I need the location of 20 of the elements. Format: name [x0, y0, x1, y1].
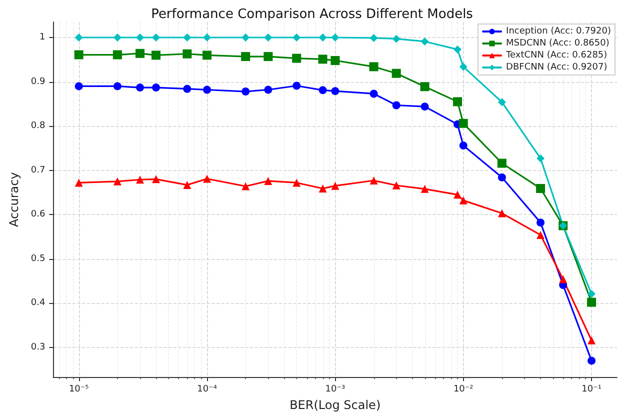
y-tick-label: 0.5	[30, 254, 46, 264]
y-tick-label: 1	[39, 32, 46, 42]
chart-title: Performance Comparison Across Different Models	[151, 7, 474, 22]
y-tick-label: 0.3	[30, 342, 46, 352]
x-axis-title: BER(Log Scale)	[290, 398, 381, 412]
legend-label: DBFCNN (Acc: 0.9207)	[506, 62, 608, 72]
legend-label: MSDCNN (Acc: 0.8650)	[506, 38, 610, 48]
legend-label: TextCNN (Acc: 0.6285)	[505, 50, 608, 60]
x-tick-label: 10⁻⁵	[68, 384, 90, 395]
x-tick-label: 10⁻¹	[582, 384, 602, 395]
y-tick-label: 0.4	[30, 298, 46, 308]
x-tick-label: 10⁻²	[453, 384, 474, 395]
y-tick-label: 0.8	[30, 121, 46, 132]
y-tick-label: 0.7	[30, 165, 46, 176]
y-tick-label: 0.6	[30, 210, 46, 220]
y-axis-title: Accuracy	[7, 172, 21, 227]
legend-label: Inception (Acc: 0.7920)	[506, 26, 612, 36]
x-tick-label: 10⁻³	[325, 384, 346, 395]
y-tick-label: 0.9	[30, 76, 46, 87]
x-tick-label: 10⁻⁴	[197, 384, 218, 395]
